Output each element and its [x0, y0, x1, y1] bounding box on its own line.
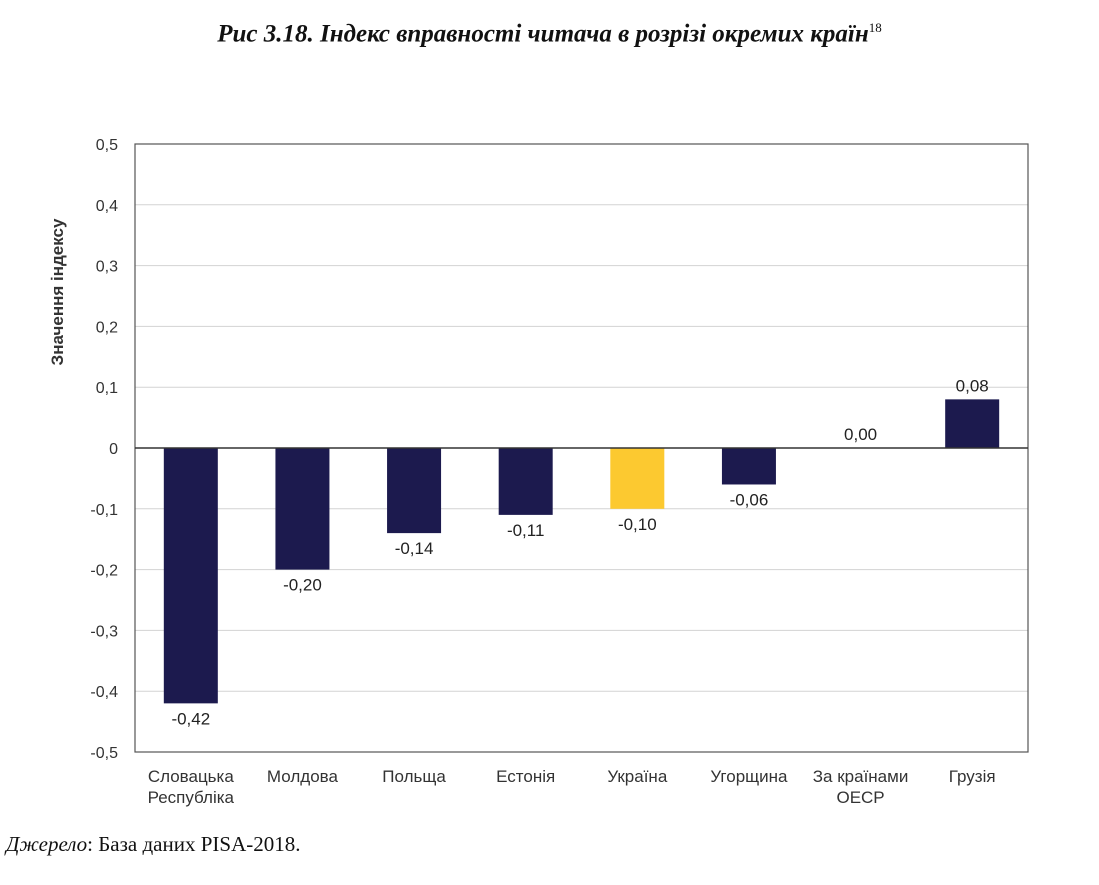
x-tick-label: Грузія	[949, 767, 996, 786]
bar	[275, 448, 330, 570]
bar	[721, 448, 776, 485]
data-label: -0,42	[171, 709, 210, 728]
x-tick-label: За країнами	[813, 767, 909, 786]
x-tick-label: ОЕСР	[836, 788, 884, 807]
source-text: : База даних PISA-2018.	[87, 832, 301, 856]
data-label: -0,11	[507, 521, 545, 540]
y-tick-label: -0,2	[90, 563, 118, 580]
figure-title: Рис 3.18. Індекс вправності читача в роз…	[0, 20, 1099, 48]
y-tick-label: -0,1	[90, 502, 118, 519]
source-note: Джерело: База даних PISA-2018.	[6, 832, 300, 857]
y-tick-label: -0,3	[90, 623, 118, 640]
data-label: -0,06	[730, 490, 769, 509]
y-tick-label: 0,2	[96, 319, 118, 336]
y-tick-label: 0,4	[96, 198, 118, 215]
bar	[163, 448, 218, 704]
y-tick-label: 0,1	[96, 380, 118, 397]
data-label: -0,14	[395, 539, 434, 558]
x-tick-label: Угорщина	[710, 767, 788, 786]
bar	[610, 448, 665, 509]
y-tick-label: 0,3	[96, 259, 118, 276]
y-tick-label: -0,5	[90, 745, 118, 762]
data-label: -0,20	[283, 576, 322, 595]
x-tick-label: Польща	[382, 767, 446, 786]
x-tick-label: Республіка	[148, 788, 235, 807]
y-tick-label: 0	[109, 441, 118, 458]
x-tick-label: Молдова	[267, 767, 339, 786]
figure-title-text: Рис 3.18. Індекс вправності читача в роз…	[217, 20, 869, 48]
y-tick-label: 0,5	[96, 137, 118, 154]
x-tick-label: Україна	[607, 767, 667, 786]
footnote-mark: 18	[868, 20, 882, 35]
y-axis-label: Значення індексу	[48, 218, 67, 365]
data-label: 0,00	[844, 425, 877, 444]
bar	[387, 448, 442, 534]
data-label: 0,08	[956, 376, 989, 395]
data-label: -0,10	[618, 515, 657, 534]
x-tick-label: Естонія	[496, 767, 555, 786]
bar	[945, 399, 1000, 448]
x-tick-label: Словацька	[148, 767, 235, 786]
y-tick-label: -0,4	[90, 684, 118, 701]
bar	[498, 448, 553, 515]
source-label: Джерело	[6, 832, 88, 856]
